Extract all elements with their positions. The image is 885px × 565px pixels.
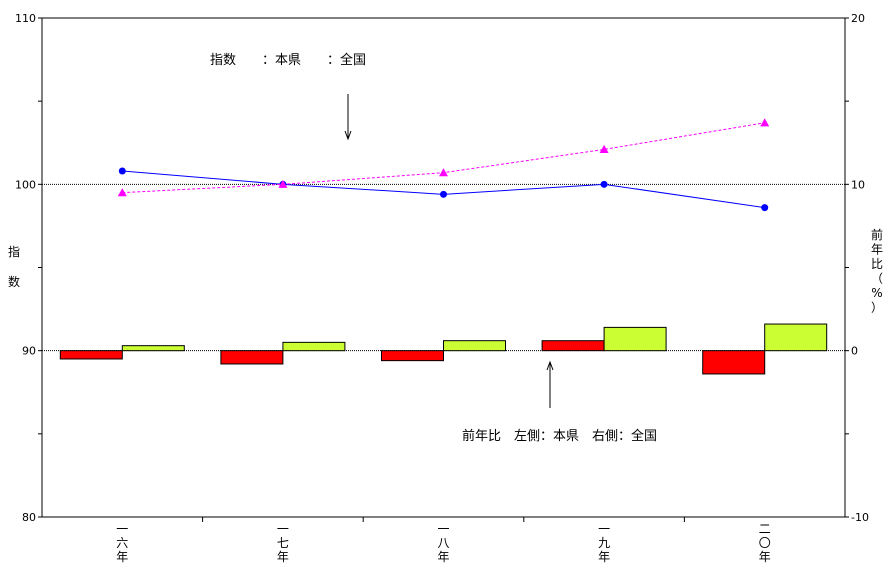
yoy-legend-text: 前年比 左側：本県 右側：全国 xyxy=(462,428,657,444)
point-prefecture xyxy=(600,180,608,188)
bar-prefecture xyxy=(541,340,605,352)
bar-national xyxy=(121,345,185,352)
yoy-arrowhead xyxy=(546,360,554,371)
bar-prefecture xyxy=(220,350,284,365)
x-tick-label: 二〇年 xyxy=(759,522,771,564)
index-arrowhead xyxy=(344,130,352,141)
point-prefecture xyxy=(118,167,126,175)
bar-national xyxy=(443,340,506,352)
bar-prefecture xyxy=(59,350,123,360)
right-tick-label: -10 xyxy=(851,511,869,524)
bar-national xyxy=(764,323,828,352)
annotations: 指数 ：本県 ：全国 前年比 左側：本県 右側：全国 xyxy=(210,52,657,444)
left-tick-label: 110 xyxy=(15,12,36,25)
left-tick-label: 90 xyxy=(22,345,36,358)
point-national xyxy=(117,188,127,197)
x-tick-label: 一六年 xyxy=(116,522,128,564)
index-legend-text: 指数 ：本県 ：全国 xyxy=(210,52,366,68)
point-national xyxy=(439,168,448,177)
point-national xyxy=(278,179,288,188)
point-national xyxy=(760,118,770,127)
series-line-prefecture xyxy=(122,170,765,209)
series-line-national xyxy=(122,122,765,194)
line-series xyxy=(117,118,770,212)
bar-prefecture xyxy=(381,350,444,362)
right-tick-label: 0 xyxy=(851,345,858,358)
right-tick-label: 20 xyxy=(851,12,865,25)
reference-lines xyxy=(42,183,845,352)
left-tick-label: 80 xyxy=(22,511,36,524)
right-tick-label: 10 xyxy=(851,178,865,191)
bar-series xyxy=(59,323,828,375)
plot-frame xyxy=(41,17,846,518)
left-axis-ticks: 80 90 100 110 xyxy=(15,12,42,524)
bar-national xyxy=(603,326,667,352)
x-tick-label: 一七年 xyxy=(277,522,289,564)
right-axis-label: 前年比（%） xyxy=(871,227,883,315)
point-national xyxy=(599,144,609,154)
x-tick-label: 一九年 xyxy=(598,522,610,564)
right-axis-ticks: -10 0 10 20 xyxy=(845,12,869,524)
point-prefecture xyxy=(440,190,447,198)
bar-national xyxy=(282,341,346,352)
bar-prefecture xyxy=(702,350,766,375)
left-tick-label: 100 xyxy=(15,178,36,191)
axis-labels: 指数 前年比（%） xyxy=(8,227,883,315)
x-axis-ticks: 一六年 一七年 一八年 一九年 二〇年 xyxy=(116,517,771,564)
left-axis-label: 指数 xyxy=(8,244,20,289)
point-prefecture xyxy=(761,204,769,212)
x-tick-label: 一八年 xyxy=(437,522,449,564)
